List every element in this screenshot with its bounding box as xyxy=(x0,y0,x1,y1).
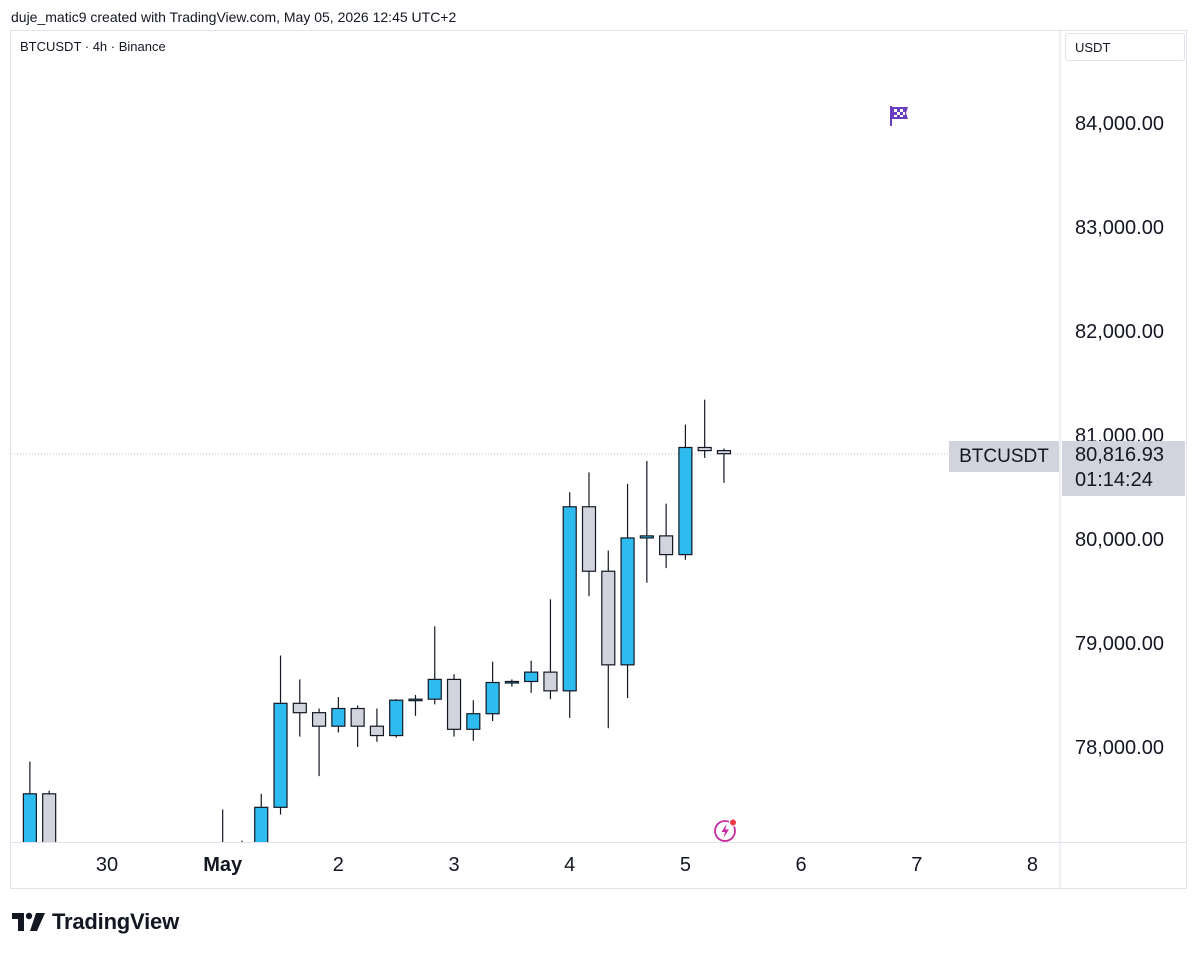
series-name-label: BTCUSDT xyxy=(949,441,1059,472)
candle-body xyxy=(235,845,248,847)
currency-label: USDT xyxy=(1075,40,1111,55)
candle-body xyxy=(369,725,385,737)
candle-body xyxy=(581,506,597,572)
candle-body xyxy=(22,793,37,842)
price-tick-label: 84,000.00 xyxy=(1075,113,1164,135)
time-tick-label: 5 xyxy=(680,854,691,876)
bar-countdown: 01:14:24 xyxy=(1075,469,1153,491)
time-tick-label: May xyxy=(203,854,243,876)
symbol-legend[interactable]: BTCUSDT · 4h · Binance xyxy=(20,39,166,54)
candle-body xyxy=(389,699,404,737)
candle-body xyxy=(350,707,365,727)
candle-body xyxy=(216,845,229,847)
candle-body xyxy=(311,712,327,727)
candle-body xyxy=(466,713,481,730)
time-tick-label: 7 xyxy=(911,854,922,876)
candle-body xyxy=(273,702,288,808)
candle-body xyxy=(331,707,346,727)
candle-body xyxy=(485,681,500,715)
price-tick-label: 83,000.00 xyxy=(1075,217,1164,239)
candle-body xyxy=(678,446,693,556)
time-tick-label: 3 xyxy=(448,854,459,876)
time-tick-label: 4 xyxy=(564,854,575,876)
candle-body xyxy=(543,671,558,692)
checkered-flag-icon[interactable] xyxy=(887,104,911,128)
time-tick-label: 2 xyxy=(333,854,344,876)
price-tick-label: 80,000.00 xyxy=(1075,529,1164,551)
last-price-label: 80,816.93 01:14:24 xyxy=(1062,441,1185,496)
last-price-value: 80,816.93 xyxy=(1075,444,1164,466)
candle-body xyxy=(427,678,442,700)
candles-group xyxy=(22,399,732,847)
candle-body xyxy=(639,535,654,539)
candle-body xyxy=(292,702,307,714)
candle-body xyxy=(524,671,539,683)
candle-body xyxy=(42,793,57,842)
header-bar: duje_matic9 created with TradingView.com… xyxy=(0,0,1200,30)
candle-body xyxy=(659,535,674,556)
candle-body xyxy=(446,678,462,730)
price-tick-label: 82,000.00 xyxy=(1075,321,1164,343)
time-tick-label: 6 xyxy=(796,854,807,876)
candle-body xyxy=(504,680,519,684)
candle-body xyxy=(254,806,269,842)
brand-name: TradingView xyxy=(52,909,179,934)
lightning-bolt-icon[interactable] xyxy=(713,817,739,843)
time-tick-label: 30 xyxy=(96,854,118,876)
candle-body xyxy=(408,698,423,702)
tradingview-logo[interactable]: TradingView xyxy=(12,907,179,937)
chart-credit: duje_matic9 created with TradingView.com… xyxy=(11,9,457,25)
currency-selector[interactable]: USDT xyxy=(1065,33,1185,61)
candle-body xyxy=(697,446,712,452)
candle-body xyxy=(620,537,635,666)
price-tick-label: 78,000.00 xyxy=(1075,737,1164,759)
price-tick-label: 79,000.00 xyxy=(1075,633,1164,655)
candle-body xyxy=(601,570,616,666)
candle-body xyxy=(716,450,732,455)
candle-body xyxy=(562,506,577,692)
chart-frame[interactable] xyxy=(10,30,1187,889)
tradingview-mark-icon xyxy=(12,912,45,931)
time-tick-label: 8 xyxy=(1027,854,1038,876)
